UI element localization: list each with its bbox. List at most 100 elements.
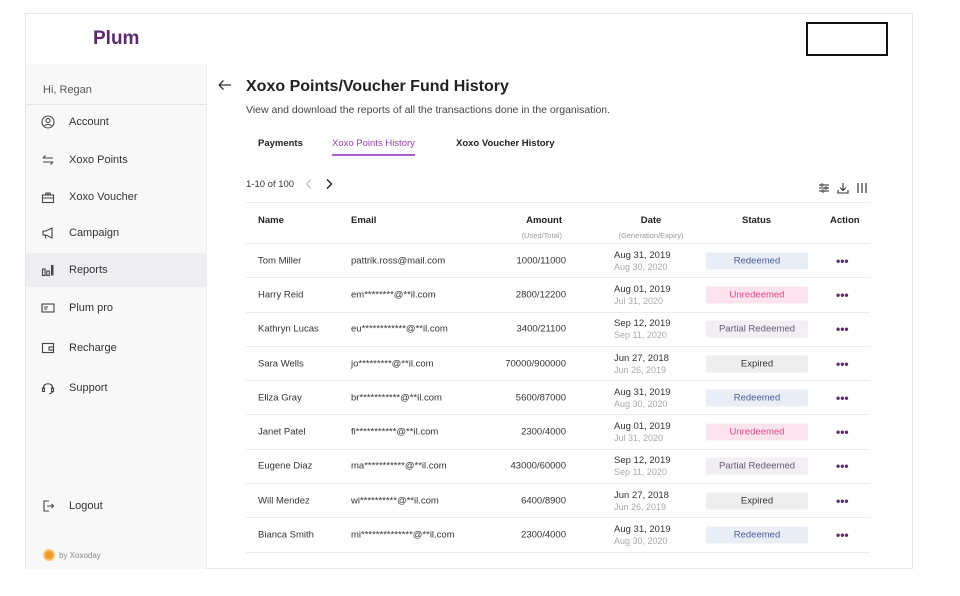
- more-actions-icon[interactable]: •••: [836, 322, 849, 337]
- column-header-date[interactable]: Date (Generation/Expiry): [611, 215, 691, 240]
- more-actions-icon[interactable]: •••: [836, 287, 849, 302]
- row-expiry-date: Jul 31, 2020: [614, 295, 664, 306]
- tab-payments[interactable]: Payments: [258, 138, 303, 149]
- gift-icon: [40, 189, 56, 205]
- sidebar-item-account[interactable]: Account: [26, 105, 207, 139]
- row-email: pattrik.ross@mail.com: [351, 255, 446, 267]
- column-header-amount-sub: (Used/Total): [521, 231, 562, 240]
- status-badge: Unredeemed: [706, 423, 808, 441]
- sidebar-item-campaign[interactable]: Campaign: [26, 216, 207, 250]
- row-amount: 5600/87000: [515, 392, 566, 404]
- sidebar-item-recharge[interactable]: Recharge: [26, 331, 207, 365]
- row-email: mi**************@**il.com: [351, 529, 455, 541]
- header-action-box[interactable]: [806, 22, 888, 56]
- row-generation-date: Aug 01, 2019: [614, 283, 671, 295]
- sidebar-item-label: Xoxo Voucher: [69, 191, 138, 203]
- row-date: Aug 31, 2019 Aug 30, 2020: [614, 387, 671, 409]
- logout-icon: [40, 498, 56, 514]
- more-actions-icon[interactable]: •••: [836, 528, 849, 543]
- sidebar-item-label: Xoxo Points: [69, 154, 128, 166]
- column-header-status[interactable]: Status: [742, 215, 772, 226]
- row-amount: 43000/60000: [510, 460, 566, 472]
- table-toolbar: [818, 182, 868, 194]
- more-actions-icon[interactable]: •••: [836, 253, 849, 268]
- column-header-date-label: Date: [640, 215, 662, 226]
- row-expiry-date: Jun 26, 2019: [614, 501, 667, 512]
- filter-icon[interactable]: [818, 182, 830, 194]
- sidebar-item-plum-pro[interactable]: Plum pro: [26, 291, 207, 325]
- row-amount: 2300/4000: [521, 529, 566, 541]
- column-header-action: Action: [830, 215, 860, 226]
- row-generation-date: Jun 27, 2018: [614, 489, 669, 501]
- tab-xoxo-points-history[interactable]: Xoxo Points History: [332, 138, 415, 156]
- chevron-left-icon[interactable]: [304, 178, 314, 190]
- chevron-right-icon[interactable]: [324, 178, 334, 190]
- status-badge: Partial Redeemed: [706, 320, 808, 338]
- row-generation-date: Aug 01, 2019: [614, 421, 671, 433]
- sidebar-item-reports[interactable]: Reports: [26, 253, 207, 287]
- logout-button[interactable]: Logout: [26, 489, 207, 523]
- row-date: Aug 01, 2019 Jul 31, 2020: [614, 284, 671, 306]
- row-name: Tom Miller: [258, 255, 302, 267]
- status-badge: Expired: [706, 492, 808, 510]
- tab-xoxo-voucher-history[interactable]: Xoxo Voucher History: [456, 138, 555, 149]
- status-badge: Redeemed: [706, 389, 808, 407]
- row-date: Aug 31, 2019 Aug 30, 2020: [614, 250, 671, 272]
- sidebar-item-label: Reports: [69, 264, 108, 276]
- pagination: 1-10 of 100: [246, 178, 334, 190]
- row-date: Aug 31, 2019 Aug 30, 2020: [614, 524, 671, 546]
- download-icon[interactable]: [837, 182, 849, 194]
- row-email: br***********@**il.com: [351, 392, 442, 404]
- more-actions-icon[interactable]: •••: [836, 425, 849, 440]
- table-row[interactable]: Sara Wells jo*********@**il.com 70000/9000…: [246, 347, 870, 382]
- app-window: Plum Hi, Regan Account Xoxo Points Xoxo …: [25, 13, 913, 569]
- xoxoday-logo-icon: [43, 549, 55, 561]
- table-row[interactable]: Bianca Smith mi**************@**il.com 230…: [246, 518, 870, 553]
- sidebar-item-label: Support: [69, 382, 108, 394]
- table-row[interactable]: Kathryn Lucas eu************@**il.com 3400…: [246, 313, 870, 347]
- sidebar-item-label: Campaign: [69, 227, 120, 239]
- column-header-amount-label: Amount: [526, 215, 562, 226]
- sidebar-item-label: Recharge: [69, 342, 117, 354]
- table-row[interactable]: Eugene Diaz ma***********@**il.com 43000/6…: [246, 450, 870, 485]
- more-actions-icon[interactable]: •••: [836, 493, 849, 508]
- row-expiry-date: Jun 26, 2019: [614, 364, 667, 375]
- table-body: Tom Miller pattrik.ross@mail.com 1000/1100…: [246, 244, 870, 553]
- column-header-name[interactable]: Name: [258, 215, 284, 226]
- row-date: Aug 01, 2019 Jul 31, 2020: [614, 421, 671, 443]
- exchange-icon: [40, 152, 56, 168]
- sidebar-item-label: Plum pro: [69, 302, 114, 314]
- row-email: wi**********@**il.com: [351, 495, 439, 507]
- app-logo: Plum: [93, 28, 140, 49]
- user-greeting: Hi, Regan: [43, 84, 92, 96]
- row-name: Sara Wells: [258, 358, 304, 370]
- row-expiry-date: Jul 31, 2020: [614, 433, 664, 444]
- table-row[interactable]: Janet Patel fi***********@**il.com 2300/40…: [246, 415, 870, 450]
- sidebar-item-support[interactable]: Support: [26, 371, 207, 405]
- row-generation-date: Aug 31, 2019: [614, 386, 671, 398]
- row-amount: 70000/900000: [505, 358, 566, 370]
- column-header-amount[interactable]: Amount (Used/Total): [502, 215, 562, 240]
- column-header-email[interactable]: Email: [351, 215, 377, 226]
- row-email: jo*********@**il.com: [351, 358, 434, 370]
- sidebar: Hi, Regan Account Xoxo Points Xoxo Vouch…: [26, 64, 207, 569]
- table-row[interactable]: Will Mendez wi**********@**il.com 6400/890…: [246, 484, 870, 519]
- status-badge: Unredeemed: [706, 286, 808, 304]
- row-amount: 6400/8900: [521, 495, 566, 507]
- more-actions-icon[interactable]: •••: [836, 390, 849, 405]
- table-row[interactable]: Eliza Gray br***********@**il.com 5600/870…: [246, 381, 870, 416]
- sidebar-item-xoxo-voucher[interactable]: Xoxo Voucher: [26, 180, 207, 214]
- table-row[interactable]: Harry Reid em********@**il.com 2800/12200 A…: [246, 278, 870, 313]
- table-row[interactable]: Tom Miller pattrik.ross@mail.com 1000/1100…: [246, 244, 870, 279]
- row-date: Jun 27, 2018 Jun 26, 2019: [614, 490, 669, 512]
- more-actions-icon[interactable]: •••: [836, 459, 849, 474]
- back-arrow-icon[interactable]: [217, 77, 233, 93]
- row-expiry-date: Sep 11, 2020: [614, 330, 667, 341]
- row-expiry-date: Aug 30, 2020: [614, 398, 668, 409]
- sidebar-item-xoxo-points[interactable]: Xoxo Points: [26, 143, 207, 177]
- row-date: Jun 27, 2018 Jun 26, 2019: [614, 353, 669, 375]
- more-actions-icon[interactable]: •••: [836, 356, 849, 371]
- row-generation-date: Sep 12, 2019: [614, 318, 671, 330]
- sidebar-divider: [26, 104, 207, 105]
- columns-icon[interactable]: [856, 182, 868, 194]
